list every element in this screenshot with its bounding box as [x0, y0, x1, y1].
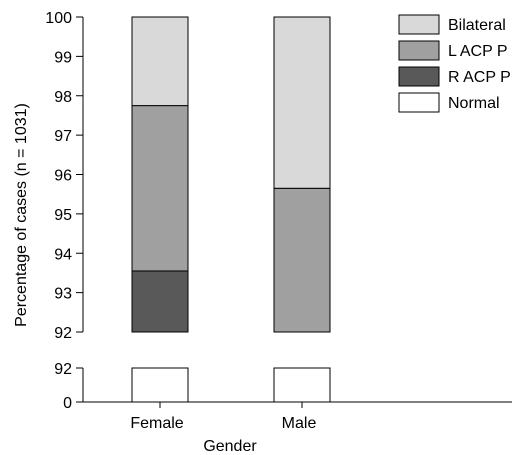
upper-y-axis: 92 93 94 95 96 97 98 99 100	[45, 10, 84, 342]
upper-tick-label: 99	[54, 49, 72, 66]
lower-tick-label: 92	[54, 361, 72, 378]
upper-tick-label: 96	[54, 168, 72, 185]
x-tick-label: Male	[282, 415, 317, 432]
y-axis-label: Percentage of cases (n = 1031)	[13, 103, 30, 327]
legend-label: Bilateral	[448, 17, 506, 34]
bar-segment-normal	[131, 367, 189, 403]
upper-tick-label: 97	[54, 128, 72, 145]
upper-tick-label: 95	[54, 207, 72, 224]
upper-tick-label: 94	[54, 246, 72, 263]
bar-segment-r-acp-p	[131, 270, 189, 333]
x-axis-label: Gender	[203, 438, 257, 455]
legend-swatch	[398, 40, 440, 61]
x-tick-label: Female	[130, 415, 183, 432]
legend-label: R ACP P	[448, 69, 511, 86]
bar-segment-l-acp-p	[273, 187, 331, 333]
bar-segment-bilateral	[273, 16, 331, 189]
legend-swatch	[398, 66, 440, 87]
legend: Bilateral L ACP P R ACP P Normal	[398, 14, 511, 113]
bars	[131, 16, 331, 403]
lower-tick-label: 0	[63, 395, 72, 412]
upper-tick-label: 98	[54, 89, 72, 106]
upper-tick-label: 100	[45, 10, 72, 27]
bar-segment-l-acp-p	[131, 105, 189, 272]
bar-segment-bilateral	[131, 16, 189, 107]
legend-label: L ACP P	[448, 43, 508, 60]
upper-tick-label: 92	[54, 325, 72, 342]
legend-swatch	[398, 92, 440, 113]
x-axis-ticks: Female Male	[130, 402, 316, 432]
legend-swatch	[398, 14, 440, 35]
upper-tick-label: 93	[54, 286, 72, 303]
legend-label: Normal	[448, 95, 500, 112]
bar-segment-normal	[273, 367, 331, 403]
